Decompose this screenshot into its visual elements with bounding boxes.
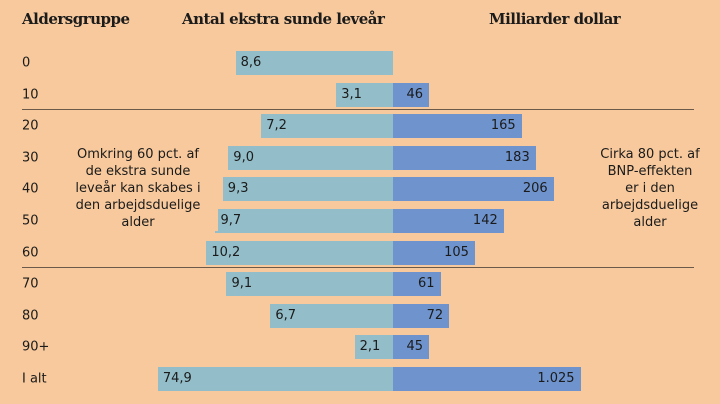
bar-healthy-years: 9,3: [222, 177, 393, 202]
divider-bottom: [22, 267, 694, 268]
annotation-line: alder: [121, 215, 155, 230]
bar-billion-dollars: 61: [393, 272, 441, 297]
bar-healthy-years: 74,9: [157, 367, 393, 391]
bar-billion-dollars: 206: [393, 177, 554, 202]
annotation-line: de ekstra sunde: [85, 164, 191, 179]
bar-healthy-years: 9,7: [215, 209, 393, 233]
annotation-line: leveår kan skabes i: [75, 181, 201, 196]
bar-billion-dollars: 1.025: [393, 367, 581, 391]
bar-healthy-years: 10,2: [206, 240, 393, 265]
category-label: 50: [22, 213, 39, 229]
category-label: 0: [22, 55, 31, 71]
bar-billion-dollars: 46: [393, 82, 429, 107]
annotation-left: Omkring 60 pct. af de ekstra sunde leveå…: [58, 146, 218, 231]
bar-billion-dollars: 142: [393, 209, 504, 233]
bar-healthy-years: 9,1: [226, 272, 393, 297]
annotation-line: er i den: [625, 181, 675, 196]
bar-billion-dollars: 105: [393, 240, 475, 265]
annotation-line: den arbejdsduelige: [75, 198, 201, 213]
bar-healthy-years: 2,1: [354, 335, 393, 360]
category-label: I alt: [22, 371, 47, 387]
annotation-line: BNP-effekten: [607, 164, 693, 179]
divider-top: [22, 109, 694, 110]
bar-healthy-years: 3,1: [336, 82, 393, 107]
header-age-group: Aldersgruppe: [22, 10, 130, 28]
category-label: 80: [22, 308, 39, 324]
header-billion-dollars: Milliarder dollar: [489, 10, 621, 28]
category-label: 90+: [22, 339, 50, 355]
header-healthy-years: Antal ekstra sunde leveår: [182, 10, 385, 28]
bar-billion-dollars: 45: [393, 335, 429, 360]
category-label: 70: [22, 276, 39, 292]
category-label: 30: [22, 150, 39, 166]
category-label: 20: [22, 118, 39, 134]
annotation-right: Cirka 80 pct. af BNP-effekten er i den a…: [585, 146, 715, 231]
bar-healthy-years: 8,6: [235, 51, 393, 75]
annotation-line: Omkring 60 pct. af: [77, 147, 199, 162]
category-label: 60: [22, 245, 39, 261]
annotation-line: Cirka 80 pct. af: [600, 147, 700, 162]
annotation-line: alder: [633, 215, 667, 230]
bar-healthy-years: 6,7: [270, 303, 393, 328]
bar-billion-dollars: 72: [393, 303, 450, 328]
bar-healthy-years: 7,2: [261, 114, 393, 139]
bar-billion-dollars: 183: [393, 145, 536, 170]
bar-billion-dollars: 165: [393, 114, 522, 139]
bar-healthy-years: 9,0: [228, 145, 393, 170]
category-label: 10: [22, 87, 39, 103]
annotation-line: arbejdsduelige: [601, 198, 699, 213]
category-label: 40: [22, 181, 39, 197]
